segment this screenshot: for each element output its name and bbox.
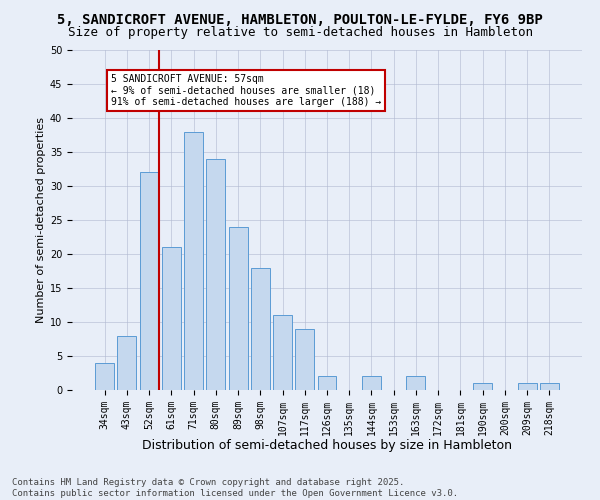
Bar: [229, 227, 248, 390]
Bar: [184, 132, 203, 390]
Bar: [273, 315, 292, 390]
Text: Contains HM Land Registry data © Crown copyright and database right 2025.
Contai: Contains HM Land Registry data © Crown c…: [12, 478, 458, 498]
Text: Size of property relative to semi-detached houses in Hambleton: Size of property relative to semi-detach…: [67, 26, 533, 39]
Bar: [473, 383, 492, 390]
Bar: [295, 329, 314, 390]
Bar: [162, 247, 181, 390]
Text: 5, SANDICROFT AVENUE, HAMBLETON, POULTON-LE-FYLDE, FY6 9BP: 5, SANDICROFT AVENUE, HAMBLETON, POULTON…: [57, 12, 543, 26]
Bar: [518, 383, 536, 390]
Y-axis label: Number of semi-detached properties: Number of semi-detached properties: [35, 117, 46, 323]
Text: 5 SANDICROFT AVENUE: 57sqm
← 9% of semi-detached houses are smaller (18)
91% of : 5 SANDICROFT AVENUE: 57sqm ← 9% of semi-…: [112, 74, 382, 107]
Bar: [406, 376, 425, 390]
X-axis label: Distribution of semi-detached houses by size in Hambleton: Distribution of semi-detached houses by …: [142, 439, 512, 452]
Bar: [317, 376, 337, 390]
Bar: [362, 376, 381, 390]
Bar: [95, 363, 114, 390]
Bar: [251, 268, 270, 390]
Bar: [540, 383, 559, 390]
Bar: [118, 336, 136, 390]
Bar: [206, 159, 225, 390]
Bar: [140, 172, 158, 390]
